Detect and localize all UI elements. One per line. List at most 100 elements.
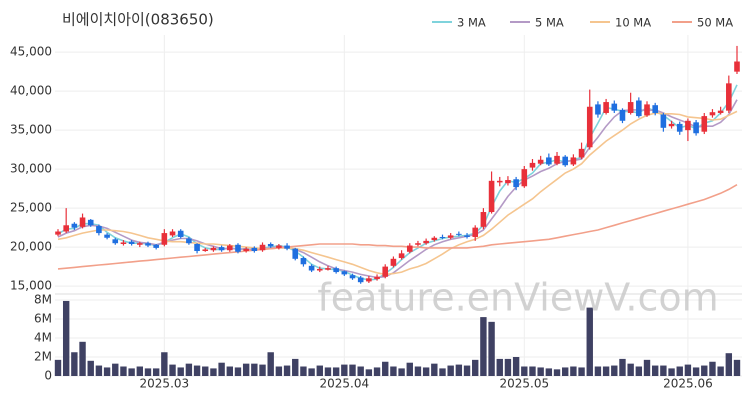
volume-tick-label: 8M bbox=[34, 293, 52, 307]
candle-body bbox=[717, 110, 724, 113]
moving-average-line bbox=[57, 84, 738, 281]
volume-bar bbox=[267, 352, 274, 376]
candle-body bbox=[668, 123, 675, 127]
volume-tick-label: 6M bbox=[34, 312, 52, 326]
volume-bar bbox=[226, 366, 233, 376]
candle-body bbox=[341, 271, 348, 275]
candle-body bbox=[415, 243, 421, 245]
volume-bar bbox=[627, 363, 634, 376]
volume-bar bbox=[275, 366, 283, 376]
volume-bar bbox=[496, 358, 503, 376]
volume-bar bbox=[349, 364, 356, 376]
candle-body bbox=[63, 225, 69, 232]
volume-bar bbox=[62, 300, 70, 376]
volume-bar bbox=[193, 365, 201, 376]
volume-bar bbox=[308, 368, 315, 376]
candle-body bbox=[177, 230, 184, 237]
candle-body bbox=[529, 162, 536, 168]
volume-bar bbox=[447, 365, 454, 376]
candle-body bbox=[537, 159, 544, 164]
candle-body bbox=[636, 100, 642, 117]
volume-bar bbox=[365, 369, 373, 376]
candle-body bbox=[439, 236, 446, 238]
candle-body bbox=[218, 247, 225, 251]
candle-body bbox=[480, 212, 487, 227]
candle-body bbox=[652, 105, 658, 113]
volume-bar bbox=[414, 366, 422, 376]
candle-body bbox=[709, 112, 716, 116]
volume-bar bbox=[529, 366, 536, 376]
candle-body bbox=[660, 114, 667, 128]
candle-body bbox=[79, 217, 86, 227]
candle-body bbox=[325, 268, 331, 270]
volume-bar bbox=[332, 367, 340, 376]
candle-body bbox=[259, 244, 266, 251]
volume-bar bbox=[504, 358, 512, 376]
volume-bar bbox=[733, 359, 741, 376]
volume-bar bbox=[87, 360, 94, 376]
x-tick-label: 2025.04 bbox=[320, 377, 370, 391]
candle-body bbox=[611, 103, 618, 111]
candle-body bbox=[128, 241, 135, 244]
volume-bar bbox=[660, 365, 667, 376]
candle-body bbox=[595, 104, 601, 115]
volume-bar bbox=[570, 366, 577, 376]
volume-bar bbox=[152, 368, 160, 376]
volume-bar bbox=[472, 359, 479, 376]
candle-body bbox=[586, 106, 593, 148]
volume-bar bbox=[455, 364, 463, 376]
volume-bar bbox=[357, 366, 364, 376]
candle-body bbox=[194, 243, 200, 252]
candle-body bbox=[398, 253, 405, 259]
candle-body bbox=[210, 247, 217, 251]
candle-body bbox=[496, 180, 503, 183]
candle-body bbox=[137, 243, 143, 245]
volume-bar bbox=[701, 365, 708, 376]
volume-bar bbox=[521, 366, 528, 376]
candle-body bbox=[685, 120, 691, 131]
volume-bar bbox=[218, 362, 225, 376]
candle-body bbox=[267, 243, 274, 247]
volume-bar bbox=[594, 366, 602, 376]
candle-body bbox=[292, 248, 299, 259]
y-tick-label: 35,000 bbox=[10, 123, 52, 137]
volume-bar bbox=[251, 363, 258, 376]
candle-body bbox=[366, 278, 372, 282]
x-tick-label: 2025.06 bbox=[663, 377, 713, 391]
candle-body bbox=[235, 244, 241, 252]
legend-label: 5 MA bbox=[535, 16, 564, 30]
candle-body bbox=[627, 102, 634, 113]
volume-bar bbox=[463, 365, 471, 376]
moving-average-line bbox=[57, 110, 738, 276]
volume-bar bbox=[537, 367, 544, 376]
volume-bar bbox=[283, 365, 291, 376]
candle-body bbox=[521, 169, 528, 187]
volume-tick-label: 0 bbox=[44, 369, 52, 383]
candle-body bbox=[554, 155, 560, 164]
moving-average-line bbox=[57, 184, 738, 270]
legend-item: 50 MA bbox=[672, 16, 733, 30]
legend-label: 10 MA bbox=[615, 16, 651, 30]
volume-bar bbox=[406, 362, 413, 376]
volume-bar bbox=[578, 367, 585, 376]
volume-bar bbox=[668, 368, 675, 376]
volume-bar bbox=[185, 363, 193, 376]
y-tick-label: 25,000 bbox=[10, 201, 52, 215]
volume-bar bbox=[398, 368, 405, 376]
volume-bar bbox=[136, 366, 144, 376]
candle-body bbox=[431, 237, 438, 241]
volume-bar bbox=[562, 367, 569, 376]
volume-bar bbox=[210, 368, 217, 376]
candle-body bbox=[390, 258, 397, 266]
candle-body bbox=[145, 243, 151, 246]
candle-body bbox=[349, 275, 356, 279]
y-tick-label: 15,000 bbox=[10, 279, 52, 293]
volume-bar bbox=[643, 359, 651, 376]
volume-tick-label: 4M bbox=[34, 331, 52, 345]
candle-body bbox=[251, 247, 258, 252]
volume-bar bbox=[300, 366, 307, 376]
candle-body bbox=[300, 258, 307, 265]
candle-body bbox=[120, 242, 127, 244]
volume-bar bbox=[169, 364, 176, 376]
volume-bar bbox=[390, 366, 397, 376]
